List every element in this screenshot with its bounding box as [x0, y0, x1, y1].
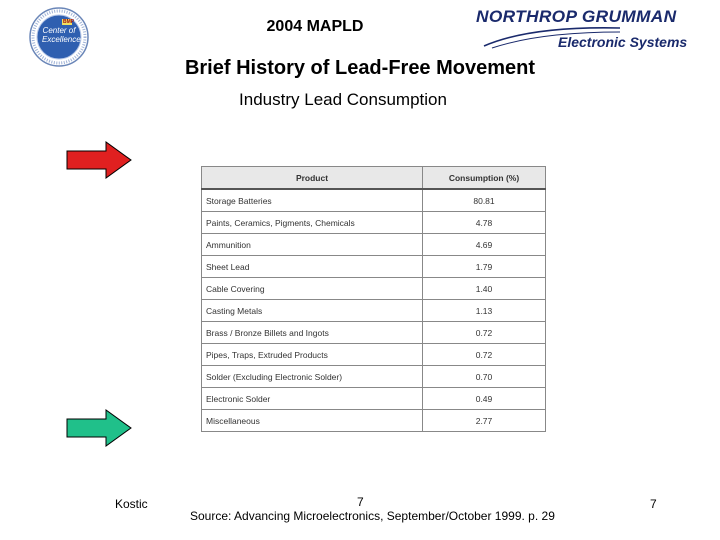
seal-badge: BMP [63, 19, 75, 25]
green-arrow-icon [66, 409, 132, 447]
consumption-cell: 0.70 [422, 365, 546, 389]
consumption-cell: 4.78 [422, 211, 546, 235]
table-row: Ammunition 4.69 [201, 233, 546, 257]
seal-text: Center of Excellence [42, 26, 81, 44]
table-row: Solder (Excluding Electronic Solder) 0.70 [201, 365, 546, 389]
northrop-grumman-logo: NORTHROP GRUMMAN Electronic Systems [470, 8, 695, 58]
table-row: Casting Metals 1.13 [201, 299, 546, 323]
lead-consumption-table: Product Consumption (%) Storage Batterie… [201, 166, 546, 432]
consumption-cell: 0.72 [422, 343, 546, 367]
product-cell: Pipes, Traps, Extruded Products [201, 343, 423, 367]
consumption-cell: 1.13 [422, 299, 546, 323]
column-header-consumption: Consumption (%) [422, 166, 546, 190]
consumption-cell: 80.81 [422, 188, 546, 213]
table-row: Sheet Lead 1.79 [201, 255, 546, 279]
consumption-cell: 4.69 [422, 233, 546, 257]
consumption-cell: 2.77 [422, 409, 546, 432]
table-row: Paints, Ceramics, Pigments, Chemicals 4.7… [201, 211, 546, 235]
footer-page-number-center: 7 [357, 495, 364, 509]
table-header-row: Product Consumption (%) [201, 166, 546, 190]
table-row: Pipes, Traps, Extruded Products 0.72 [201, 343, 546, 367]
center-of-excellence-seal: BMP Center of Excellence [28, 6, 90, 68]
consumption-cell: 1.40 [422, 277, 546, 301]
consumption-cell: 0.49 [422, 387, 546, 411]
product-cell: Casting Metals [201, 299, 423, 323]
red-arrow-icon [66, 141, 132, 179]
table-row: Miscellaneous 2.77 [201, 409, 546, 432]
footer-page-number: 7 [650, 497, 657, 511]
footer-author: Kostic [115, 497, 148, 511]
slide-subtitle: Industry Lead Consumption [239, 90, 447, 109]
product-cell: Sheet Lead [201, 255, 423, 279]
table-row: Cable Covering 1.40 [201, 277, 546, 301]
product-cell: Solder (Excluding Electronic Solder) [201, 365, 423, 389]
product-cell: Storage Batteries [201, 188, 423, 213]
table-row: Storage Batteries 80.81 [201, 188, 546, 213]
column-header-product: Product [201, 166, 423, 190]
footer-source: Source: Advancing Microelectronics, Sept… [190, 509, 555, 523]
consumption-cell: 0.72 [422, 321, 546, 345]
table-row: Brass / Bronze Billets and Ingots 0.72 [201, 321, 546, 345]
product-cell: Ammunition [201, 233, 423, 257]
company-name: NORTHROP GRUMMAN [476, 8, 677, 26]
product-cell: Electronic Solder [201, 387, 423, 411]
table-row: Electronic Solder 0.49 [201, 387, 546, 411]
conference-title: 2004 MAPLD [266, 18, 364, 35]
product-cell: Miscellaneous [201, 409, 423, 432]
product-cell: Cable Covering [201, 277, 423, 301]
consumption-cell: 1.79 [422, 255, 546, 279]
product-cell: Paints, Ceramics, Pigments, Chemicals [201, 211, 423, 235]
product-cell: Brass / Bronze Billets and Ingots [201, 321, 423, 345]
slide-title: Brief History of Lead-Free Movement [184, 57, 536, 79]
company-division: Electronic Systems [558, 34, 688, 50]
